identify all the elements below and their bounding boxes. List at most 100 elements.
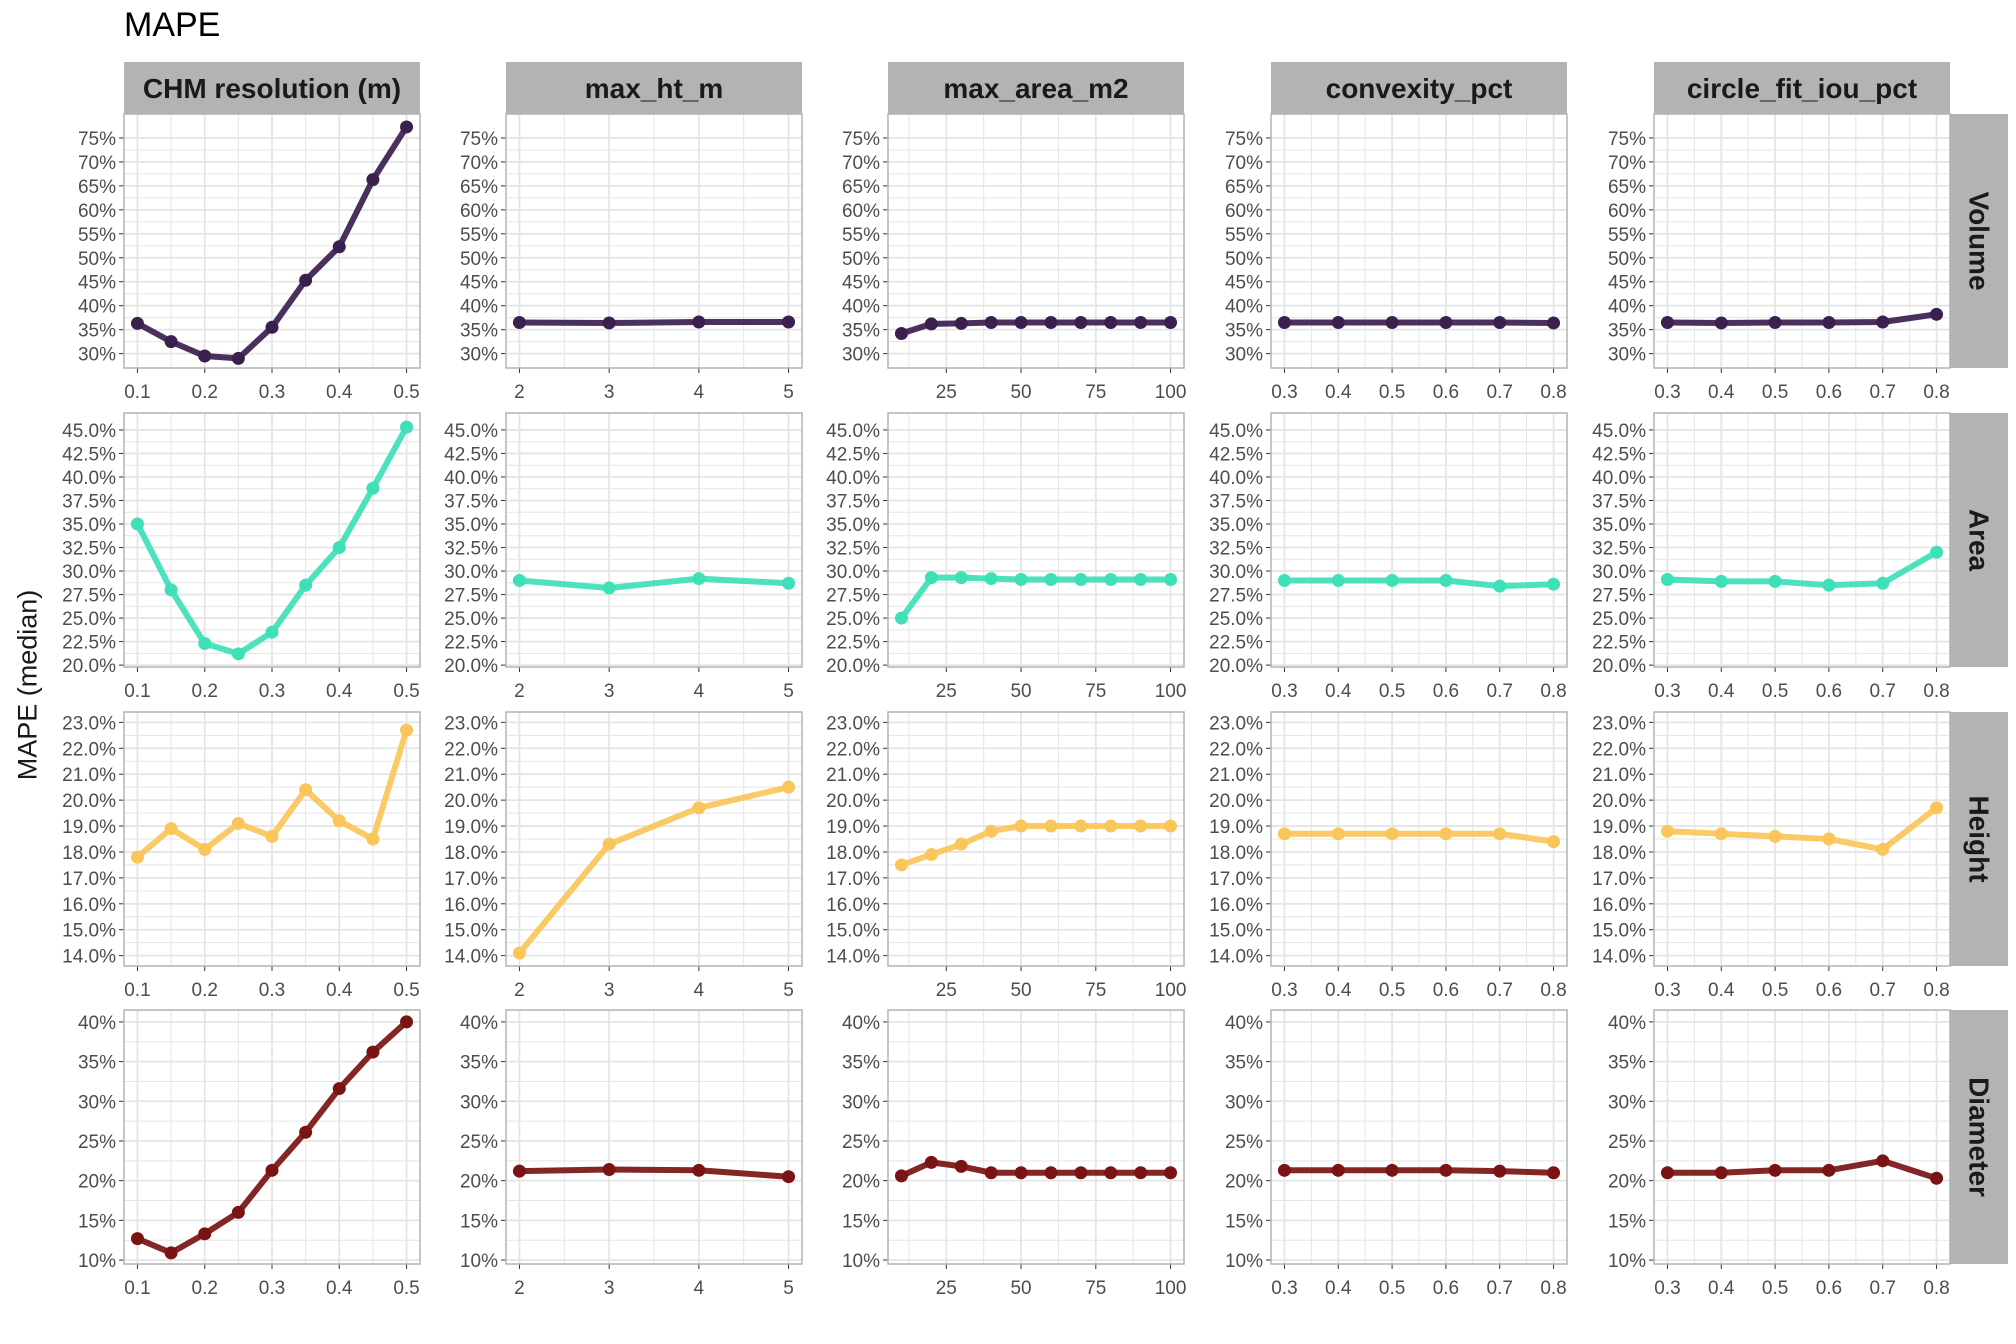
y-tick-label: 17.0% xyxy=(62,869,116,890)
y-tick-label: 19.0% xyxy=(62,817,116,838)
col-strip-label: CHM resolution (m) xyxy=(143,73,401,104)
x-tick-label: 0.4 xyxy=(1708,980,1735,1001)
x-tick-label: 0.1 xyxy=(124,980,150,1001)
x-tick-label: 0.3 xyxy=(1271,980,1297,1001)
y-tick-label: 27.5% xyxy=(1592,586,1646,607)
data-point xyxy=(198,349,212,363)
y-tick-label: 20.0% xyxy=(444,656,498,677)
y-tick-label: 70% xyxy=(1225,153,1263,174)
x-tick-label: 3 xyxy=(604,980,615,1001)
data-point xyxy=(164,335,178,349)
panel-border xyxy=(887,711,1185,967)
col-strip-bg xyxy=(1654,62,1950,114)
x-tick-label: 0.5 xyxy=(393,980,419,1001)
data-point xyxy=(782,576,796,590)
y-tick-label: 65% xyxy=(1608,177,1646,198)
data-point xyxy=(1134,573,1148,587)
data-point xyxy=(692,572,706,586)
x-tick-label: 0.4 xyxy=(326,1278,353,1299)
y-tick-label: 32.5% xyxy=(444,539,498,560)
y-tick-label: 45.0% xyxy=(826,421,880,442)
y-tick-label: 35.0% xyxy=(62,515,116,536)
data-point xyxy=(1014,819,1028,833)
x-tick-label: 0.2 xyxy=(192,382,218,403)
data-point xyxy=(954,316,968,330)
series-line xyxy=(1664,549,1940,589)
x-tick-label: 5 xyxy=(783,980,794,1001)
y-tick-label: 15% xyxy=(842,1211,880,1232)
y-tick-label: 15.0% xyxy=(1592,921,1646,942)
panel-border xyxy=(123,412,421,668)
panel-border xyxy=(1653,412,1951,668)
y-tick-label: 70% xyxy=(78,153,116,174)
y-tick-label: 30.0% xyxy=(1209,562,1263,583)
x-tick-label: 0.5 xyxy=(1379,980,1405,1001)
x-tick-label: 3 xyxy=(604,1278,615,1299)
x-tick-label: 0.7 xyxy=(1487,980,1513,1001)
y-tick-label: 10% xyxy=(842,1251,880,1272)
y-tick-label: 30% xyxy=(842,345,880,366)
data-point xyxy=(924,317,938,331)
row-strip-bg xyxy=(1950,114,2008,368)
y-tick-label: 30% xyxy=(78,1092,116,1113)
data-point xyxy=(130,850,144,864)
data-point xyxy=(299,1125,313,1139)
data-point xyxy=(1277,315,1291,329)
data-point xyxy=(1331,315,1345,329)
y-tick-label: 14.0% xyxy=(444,947,498,968)
y-tick-label: 30.0% xyxy=(1592,562,1646,583)
x-tick-label: 25 xyxy=(936,1278,957,1299)
y-tick-label: 35.0% xyxy=(1592,515,1646,536)
x-tick-label: 0.3 xyxy=(259,980,285,1001)
y-tick-label: 75% xyxy=(1608,129,1646,150)
data-point xyxy=(130,517,144,531)
data-point xyxy=(164,822,178,836)
y-tick-label: 35% xyxy=(842,1053,880,1074)
x-tick-label: 0.6 xyxy=(1816,382,1842,403)
panel-border xyxy=(505,1009,803,1265)
y-tick-label: 40.0% xyxy=(1592,468,1646,489)
data-point xyxy=(1134,315,1148,329)
x-tick-label: 100 xyxy=(1155,1278,1187,1299)
y-tick-label: 25.0% xyxy=(1592,609,1646,630)
y-tick-label: 75% xyxy=(842,129,880,150)
data-point xyxy=(984,572,998,586)
y-tick-label: 22.0% xyxy=(444,739,498,760)
data-point xyxy=(231,1205,245,1219)
x-tick-label: 75 xyxy=(1085,980,1106,1001)
data-point xyxy=(265,320,279,334)
y-tick-label: 50% xyxy=(460,249,498,270)
y-tick-label: 30.0% xyxy=(444,562,498,583)
data-point xyxy=(366,173,380,187)
data-point xyxy=(1660,824,1674,838)
data-point xyxy=(1768,1163,1782,1177)
panel-border xyxy=(1270,1009,1568,1265)
data-point xyxy=(1044,573,1058,587)
panel-border xyxy=(887,1009,1185,1265)
y-tick-label: 23.0% xyxy=(1209,713,1263,734)
y-tick-label: 15% xyxy=(1608,1211,1646,1232)
x-tick-label: 0.4 xyxy=(1708,1278,1735,1299)
col-strip-label: circle_fit_iou_pct xyxy=(1687,73,1917,104)
series-line xyxy=(516,784,792,956)
x-tick-label: 100 xyxy=(1155,980,1187,1001)
y-tick-label: 22.5% xyxy=(62,633,116,654)
data-point xyxy=(400,723,414,737)
y-tick-label: 15% xyxy=(460,1211,498,1232)
data-point xyxy=(692,315,706,329)
y-tick-label: 40% xyxy=(1225,1013,1263,1034)
data-point xyxy=(512,573,526,587)
y-tick-label: 55% xyxy=(460,225,498,246)
data-point xyxy=(1014,1166,1028,1180)
x-tick-label: 0.8 xyxy=(1540,980,1566,1001)
y-tick-label: 45% xyxy=(1608,273,1646,294)
x-tick-label: 25 xyxy=(936,980,957,1001)
y-tick-label: 30% xyxy=(1225,345,1263,366)
x-tick-label: 0.7 xyxy=(1870,681,1896,702)
panel-volume-3: 30% 35% 40% 45% 50% 55% 60% 65% 70% 75% 0.3 0.4 0.5 0… xyxy=(1225,113,1568,403)
x-tick-label: 0.7 xyxy=(1487,1278,1513,1299)
row-strip-0: Volume xyxy=(1950,114,2008,368)
data-point xyxy=(1547,1166,1561,1180)
data-point xyxy=(894,611,908,625)
panel-height-3: 14.0% 15.0% 16.0% 17.0% 18.0% 19.0% 20.0% 21.0%… xyxy=(1209,711,1568,1001)
